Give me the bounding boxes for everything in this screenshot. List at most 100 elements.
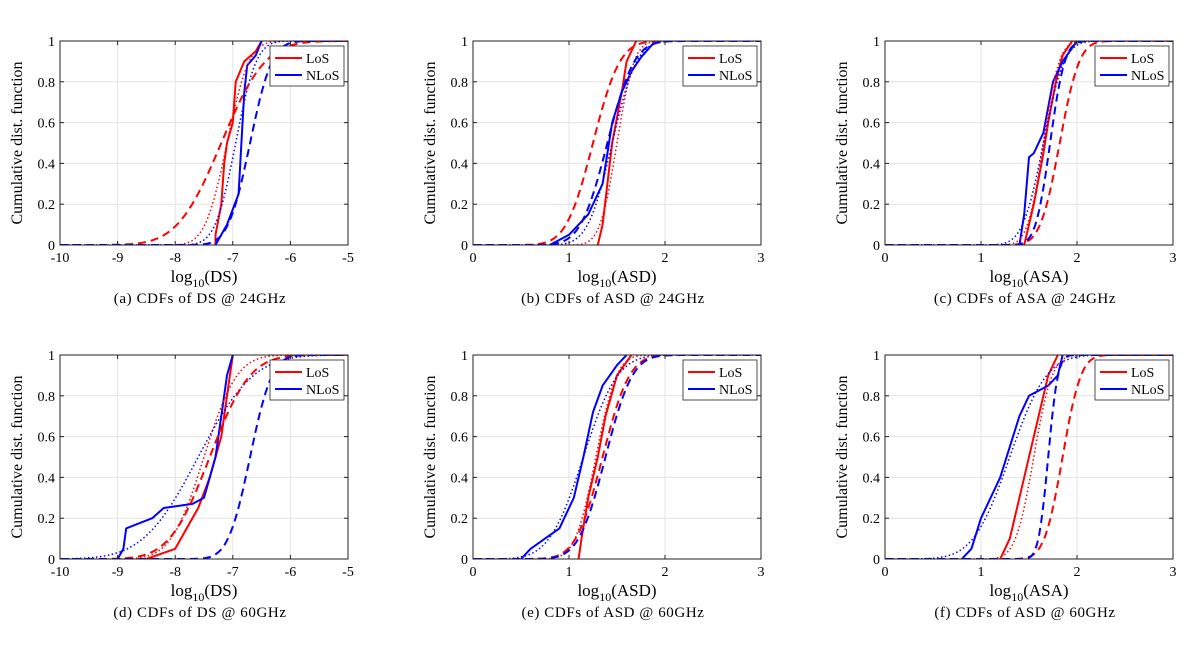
x-tick-label: 3 (1170, 251, 1177, 266)
y-tick-label: 0.6 (451, 431, 469, 446)
x-tick-label: -9 (112, 251, 124, 266)
x-tick-label: -10 (51, 565, 70, 580)
y-tick-label: 0.8 (451, 390, 469, 405)
x-tick-label: 1 (566, 251, 573, 266)
x-axis-label-base: log (577, 267, 599, 286)
y-axis-label: Cumulative dist. function (9, 61, 26, 224)
series-line-los-measured (146, 355, 234, 559)
legend-label: NLoS (1131, 383, 1164, 398)
chart-panel-c: 0 1 2 3 0 0.2 0.4 0.6 0.8 1 LoS NLoS log10(ASA) Cumul… (834, 35, 1177, 307)
legend: LoS NLoS (1094, 45, 1170, 87)
y-tick-label: 0.4 (451, 471, 469, 486)
x-tick-label: -8 (169, 565, 181, 580)
legend: LoS NLoS (269, 45, 345, 87)
y-tick-label: 0.2 (863, 512, 881, 527)
y-tick-label: 1 (461, 35, 468, 50)
x-tick-label: -5 (342, 251, 354, 266)
legend-label: LoS (719, 52, 742, 67)
legend-box (682, 359, 758, 401)
y-axis-label: Cumulative dist. function (422, 61, 439, 224)
x-axis-label-subscript: 10 (192, 590, 204, 604)
series-line-los-measured (1023, 41, 1074, 245)
y-tick-label: 0.6 (863, 431, 881, 446)
y-tick-label: 0.4 (863, 157, 881, 172)
series-line-red-fit (473, 355, 761, 559)
y-tick-label: 1 (48, 349, 55, 364)
series-line-los-measured (999, 355, 1059, 559)
y-tick-label: 0.4 (863, 471, 881, 486)
y-tick-label: 0.2 (451, 512, 469, 527)
y-tick-label: 0.6 (38, 431, 56, 446)
legend-label: LoS (719, 366, 742, 381)
x-axis-label-subscript: 10 (599, 276, 611, 290)
axes-box (59, 354, 349, 560)
panel-caption: (b) CDFs of ASD @ 24GHz (521, 291, 705, 307)
legend: LoS NLoS (269, 359, 345, 401)
legend-label: NLoS (1131, 69, 1164, 84)
legend-box (682, 45, 758, 87)
axes-box (884, 40, 1174, 246)
panel-caption: (e) CDFs of ASD @ 60GHz (521, 605, 704, 621)
legend-label: NLoS (306, 383, 339, 398)
y-tick-label: 0 (48, 553, 55, 568)
y-tick-label: 0.8 (38, 390, 56, 405)
x-axis-label-subscript: 10 (599, 590, 611, 604)
x-axis-label: log10(ASD) (577, 581, 656, 604)
legend-label: NLoS (306, 69, 339, 84)
x-tick-label: -7 (227, 565, 239, 580)
legend: LoS NLoS (682, 45, 758, 87)
y-tick-label: 1 (873, 35, 880, 50)
y-tick-label: 0.4 (451, 157, 469, 172)
legend-label: LoS (1131, 366, 1154, 381)
y-tick-label: 0.8 (38, 76, 56, 91)
y-tick-label: 0.2 (451, 198, 469, 213)
x-tick-label: -6 (285, 251, 297, 266)
series-line-blue-fit (60, 41, 348, 245)
axes-box (472, 354, 762, 560)
series-line-nlos-measured (116, 355, 234, 559)
x-tick-label: 1 (978, 565, 985, 580)
y-axis-label: Cumulative dist. function (834, 61, 851, 224)
y-axis-label: Cumulative dist. function (9, 375, 26, 538)
y-tick-label: 0.8 (451, 76, 469, 91)
series-line-blue-fit (60, 355, 348, 559)
x-tick-label: 1 (566, 565, 573, 580)
x-axis-label-argument: (DS) (204, 581, 237, 600)
series-line-blue-fit (473, 355, 761, 559)
y-tick-label: 1 (461, 349, 468, 364)
x-axis-label-base: log (989, 581, 1011, 600)
y-tick-label: 0.2 (863, 198, 881, 213)
chart-panel-a: -10 -9 -8 -7 -6 -5 0 0.2 0.4 0.6 0.8 1 LoS NLoS log10(… (9, 35, 354, 307)
x-tick-label: 3 (758, 565, 765, 580)
x-axis-label-argument: (ASD) (611, 581, 656, 600)
legend: LoS NLoS (682, 359, 758, 401)
axes-box (59, 40, 349, 246)
panel-caption: (a) CDFs of DS @ 24GHz (114, 291, 286, 307)
series-line-blue-model (473, 41, 761, 245)
x-axis-label-argument: (ASD) (611, 267, 656, 286)
y-tick-label: 0.4 (38, 157, 56, 172)
y-tick-label: 0.4 (38, 471, 56, 486)
x-tick-label: 0 (470, 251, 477, 266)
x-axis-label: log10(ASD) (577, 267, 656, 290)
chart-panel-b: 0 1 2 3 0 0.2 0.4 0.6 0.8 1 LoS NLoS log10(ASD) Cumul… (422, 35, 765, 307)
x-tick-label: 3 (1170, 565, 1177, 580)
series-line-red-model (885, 41, 1173, 245)
x-axis-label: log10(DS) (171, 267, 238, 290)
chart-panel-d: -10 -9 -8 -7 -6 -5 0 0.2 0.4 0.6 0.8 1 LoS NLoS log10(… (9, 349, 354, 621)
panel-caption: (d) CDFs of DS @ 60GHz (113, 605, 286, 621)
x-axis-label-base: log (171, 581, 193, 600)
y-tick-label: 0.8 (863, 76, 881, 91)
y-axis-label: Cumulative dist. function (422, 375, 439, 538)
x-axis-label-subscript: 10 (192, 276, 204, 290)
y-tick-label: 0 (461, 239, 468, 254)
x-axis-label: log10(ASA) (989, 267, 1068, 290)
x-axis-label: log10(ASA) (989, 581, 1068, 604)
series-line-nlos-measured (961, 355, 1064, 559)
x-tick-label: 2 (1074, 251, 1081, 266)
legend-label: NLoS (719, 69, 752, 84)
series-line-red-model (473, 355, 761, 559)
panel-caption: (c) CDFs of ASA @ 24GHz (934, 291, 1116, 307)
y-tick-label: 0 (461, 553, 468, 568)
x-tick-label: -10 (51, 251, 70, 266)
